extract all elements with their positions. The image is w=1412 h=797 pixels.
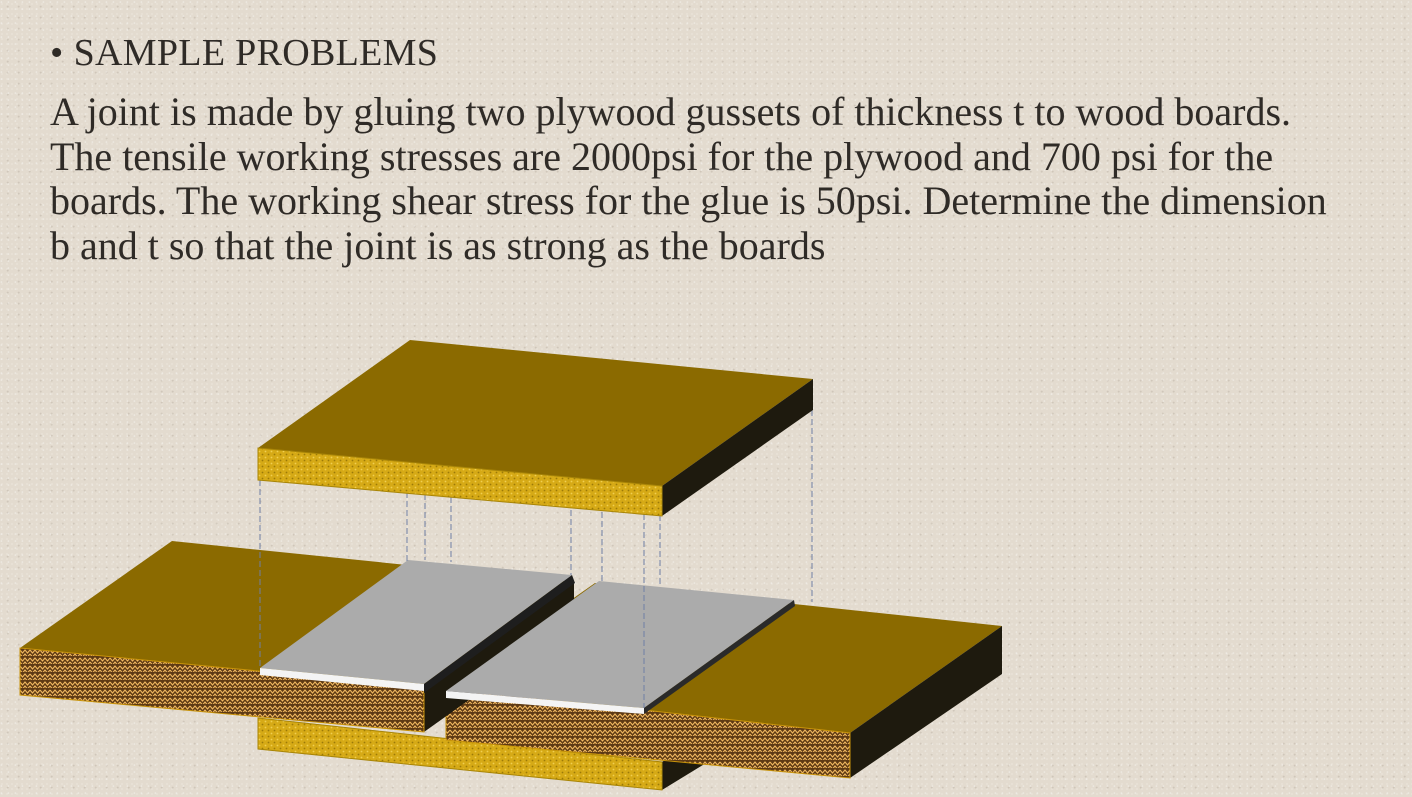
top-gusset	[257, 340, 813, 517]
slide-heading: • SAMPLE PROBLEMS	[50, 28, 438, 78]
projection-lines	[259, 410, 813, 708]
glued-joint-diagram	[19, 340, 1002, 791]
left-glue-area	[260, 560, 575, 693]
heading-text: SAMPLE PROBLEMS	[73, 32, 439, 74]
problem-statement: A joint is made by gluing two plywood gu…	[50, 89, 1327, 268]
right-glue-area	[446, 581, 795, 714]
bullet-icon: •	[50, 32, 64, 74]
